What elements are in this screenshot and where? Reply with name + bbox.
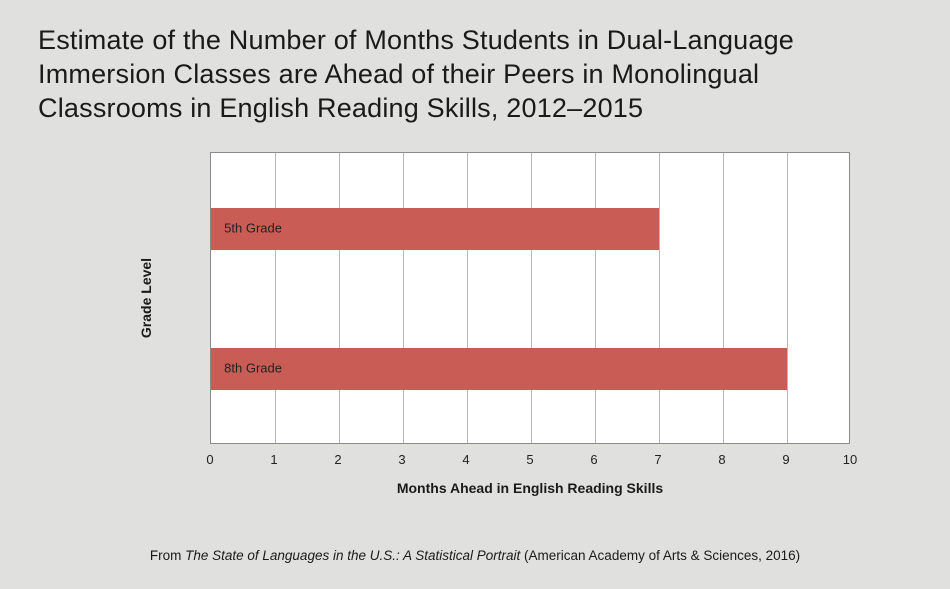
x-tick: 6 xyxy=(584,452,604,467)
gridline xyxy=(659,153,660,443)
gridline xyxy=(723,153,724,443)
y-tick: 5th Grade xyxy=(192,220,282,235)
gridline xyxy=(467,153,468,443)
chart-container: Grade Level Months Ahead in English Read… xyxy=(150,152,870,492)
plot-area xyxy=(210,152,850,444)
x-tick: 0 xyxy=(200,452,220,467)
x-tick: 3 xyxy=(392,452,412,467)
x-tick: 4 xyxy=(456,452,476,467)
x-tick: 1 xyxy=(264,452,284,467)
source-citation: From The State of Languages in the U.S.:… xyxy=(0,548,950,563)
y-axis-label: Grade Level xyxy=(138,258,154,338)
gridline xyxy=(403,153,404,443)
source-title: The State of Languages in the U.S.: A St… xyxy=(185,548,520,563)
x-axis-label: Months Ahead in English Reading Skills xyxy=(210,480,850,496)
gridline xyxy=(275,153,276,443)
bar xyxy=(211,348,787,390)
gridline xyxy=(339,153,340,443)
source-prefix: From xyxy=(150,548,185,563)
x-tick: 5 xyxy=(520,452,540,467)
x-tick: 8 xyxy=(712,452,732,467)
x-tick: 7 xyxy=(648,452,668,467)
x-tick: 2 xyxy=(328,452,348,467)
gridline xyxy=(531,153,532,443)
gridline xyxy=(595,153,596,443)
x-tick: 9 xyxy=(776,452,796,467)
y-tick: 8th Grade xyxy=(192,361,282,376)
chart-title: Estimate of the Number of Months Student… xyxy=(38,24,840,125)
x-tick: 10 xyxy=(840,452,860,467)
source-suffix: (American Academy of Arts & Sciences, 20… xyxy=(520,548,800,563)
gridline xyxy=(787,153,788,443)
